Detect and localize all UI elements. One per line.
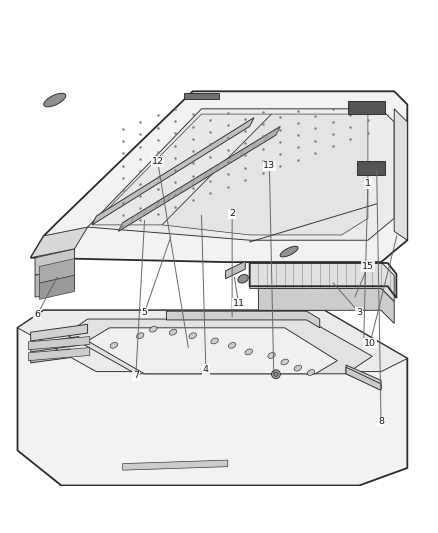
Polygon shape <box>66 319 372 374</box>
Polygon shape <box>92 118 254 225</box>
Polygon shape <box>346 365 381 389</box>
Ellipse shape <box>136 333 144 338</box>
Ellipse shape <box>281 359 289 365</box>
Ellipse shape <box>268 352 276 358</box>
Text: 7: 7 <box>133 221 145 381</box>
Ellipse shape <box>307 369 315 375</box>
Polygon shape <box>166 311 320 328</box>
Polygon shape <box>92 114 272 225</box>
Polygon shape <box>18 310 407 372</box>
Ellipse shape <box>211 338 219 344</box>
Polygon shape <box>39 259 74 283</box>
Ellipse shape <box>272 370 280 378</box>
Text: 1: 1 <box>364 179 371 345</box>
Text: 4: 4 <box>201 215 209 374</box>
Ellipse shape <box>228 342 236 348</box>
Polygon shape <box>88 109 394 240</box>
Ellipse shape <box>274 372 278 376</box>
Text: 15: 15 <box>355 262 374 297</box>
Ellipse shape <box>245 349 253 355</box>
Text: 6: 6 <box>34 278 57 319</box>
Polygon shape <box>31 336 79 352</box>
Ellipse shape <box>149 326 157 332</box>
Polygon shape <box>348 101 385 114</box>
Text: 10: 10 <box>364 236 397 348</box>
Ellipse shape <box>238 274 248 283</box>
Polygon shape <box>39 275 74 300</box>
Ellipse shape <box>189 333 197 338</box>
Ellipse shape <box>110 342 118 348</box>
Polygon shape <box>31 324 88 341</box>
Polygon shape <box>162 114 368 235</box>
Text: 11: 11 <box>233 278 245 308</box>
Text: 8: 8 <box>377 170 384 426</box>
Polygon shape <box>31 349 70 363</box>
Text: 2: 2 <box>229 209 235 317</box>
Text: 3: 3 <box>333 282 362 317</box>
Polygon shape <box>28 336 90 350</box>
Polygon shape <box>346 367 381 391</box>
Ellipse shape <box>280 246 298 257</box>
Polygon shape <box>118 126 280 231</box>
Text: 12: 12 <box>152 157 188 348</box>
Ellipse shape <box>169 329 177 335</box>
Polygon shape <box>28 348 90 361</box>
Polygon shape <box>35 249 74 275</box>
Polygon shape <box>250 262 394 302</box>
Polygon shape <box>88 328 337 374</box>
Text: 5: 5 <box>141 237 171 317</box>
Polygon shape <box>184 93 219 99</box>
Ellipse shape <box>44 93 66 107</box>
Text: 13: 13 <box>263 161 276 374</box>
Polygon shape <box>35 266 74 297</box>
Polygon shape <box>258 288 394 324</box>
Polygon shape <box>31 227 88 258</box>
Polygon shape <box>123 460 228 470</box>
Polygon shape <box>394 109 407 240</box>
Polygon shape <box>18 310 407 486</box>
Polygon shape <box>357 161 385 174</box>
Ellipse shape <box>294 365 302 371</box>
Polygon shape <box>226 261 245 279</box>
Polygon shape <box>31 91 407 262</box>
